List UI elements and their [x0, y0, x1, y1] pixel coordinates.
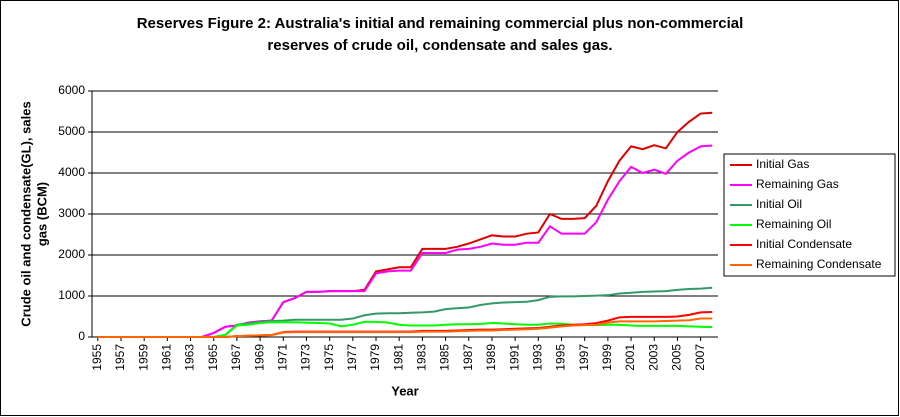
legend-label: Initial Gas: [756, 157, 809, 171]
legend-label: Remaining Oil: [756, 217, 831, 231]
x-tick-label: 1991: [507, 344, 521, 371]
x-tick-label: 1969: [252, 344, 266, 371]
x-tick-label: 1959: [136, 344, 150, 371]
y-tick-label: 6000: [58, 83, 85, 97]
legend-box: [723, 153, 896, 277]
x-tick-label: 1957: [113, 344, 127, 371]
y-tick-label: 2000: [58, 247, 85, 261]
x-tick-label: 1977: [345, 344, 359, 371]
x-tick-label: 1967: [229, 344, 243, 371]
y-tick-label: 4000: [58, 165, 85, 179]
x-tick-label: 1979: [368, 344, 382, 371]
x-tick-label: 1981: [391, 344, 405, 371]
x-tick-label: 1993: [530, 344, 544, 371]
x-tick-label: 2005: [670, 344, 684, 371]
x-tick-label: 1971: [275, 344, 289, 371]
x-tick-label: 1989: [484, 344, 498, 371]
x-tick-label: 1987: [461, 344, 475, 371]
legend-label: Remaining Gas: [756, 177, 839, 191]
y-tick-label: 3000: [58, 206, 85, 220]
x-tick-label: 1965: [206, 344, 220, 371]
x-tick-label: 1975: [322, 344, 336, 371]
x-tick-label: 1963: [183, 344, 197, 371]
chart-title: Reserves Figure 2: Australia's initial a…: [137, 15, 744, 32]
x-tick-label: 2007: [693, 344, 707, 371]
x-tick-label: 1983: [415, 344, 429, 371]
x-tick-label: 1985: [438, 344, 452, 371]
legend-label: Initial Condensate: [756, 237, 852, 251]
x-tick-label: 1995: [554, 344, 568, 371]
series-line: [97, 317, 713, 338]
y-tick-label: 5000: [58, 124, 85, 138]
x-tick-label: 1961: [160, 344, 174, 371]
y-axis-title: Crude oil and condensate(GL), sales: [18, 101, 33, 326]
x-tick-label: 1955: [90, 344, 104, 371]
legend-label: Remaining Condensate: [756, 257, 882, 271]
y-tick-label: 1000: [58, 288, 85, 302]
x-tick-label: 1997: [577, 344, 591, 371]
x-axis-title: Year: [391, 383, 418, 398]
x-tick-label: 2003: [646, 344, 660, 371]
x-tick-label: 2001: [623, 344, 637, 371]
x-tick-label: 1999: [600, 344, 614, 371]
y-axis-title: gas (BCM): [34, 182, 49, 246]
y-tick-label: 0: [78, 329, 85, 343]
x-tick-label: 1973: [299, 344, 313, 371]
legend-label: Initial Oil: [756, 197, 802, 211]
chart-title: reserves of crude oil, condensate and sa…: [267, 37, 612, 54]
